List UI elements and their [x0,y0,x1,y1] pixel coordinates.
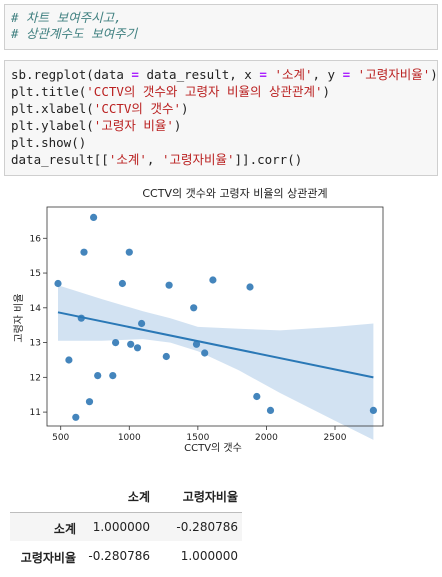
data-point [54,279,62,288]
code-token: plt.xlabel( [11,101,94,116]
row-label: 소계 [53,522,76,536]
data-point [94,372,102,380]
code-token: , [146,152,162,167]
comment-line-2: # 상관계수도 보여주기 [11,26,138,41]
data-point [246,283,254,291]
code-line-3: plt.xlabel('CCTV의 갯수') [11,101,189,117]
code-line-1: sb.regplot(data = data_result, x = '소계',… [11,67,438,83]
y-tick-label: 16 [30,234,42,244]
code-token: = [131,67,139,82]
data-point [72,413,80,421]
x-tick-label: 500 [52,433,69,443]
correlation-table: 소계 고령자비율 소계 1.000000 -0.280786 고령자비율 -0.… [10,484,242,576]
code-token: ) [173,118,182,133]
code-token: data_result, x [138,67,260,82]
row-label: 고령자비율 [20,551,76,565]
code-string: 'CCTV의 갯수' [93,101,181,116]
header-divider [10,512,242,513]
code-string: '소계' [274,67,313,82]
column-header: 소계 [127,490,150,504]
data-point [209,276,217,284]
data-point [133,344,142,352]
data-point [138,319,146,328]
data-point [118,279,126,288]
code-string: '고령자비율' [357,67,431,82]
confidence-band [58,285,374,440]
plot-frame [46,206,384,427]
data-point [162,352,170,361]
y-tick-label: 12 [30,373,41,383]
data-point [109,372,117,380]
x-tick-label: 2000 [255,433,278,443]
data-point [369,406,377,414]
code-token: ]].corr() [234,152,303,167]
code-line-2: plt.title('CCTV의 갯수와 고령자 비율의 상관관계') [11,84,330,100]
y-tick-label: 11 [30,408,41,418]
code-token: plt.title( [11,84,87,99]
code-token [350,67,358,82]
data-point [190,304,198,312]
table-cell: -0.280786 [88,549,150,563]
data-point [85,398,94,406]
code-token: ) [322,84,331,99]
column-header: 고령자비율 [182,490,238,504]
code-token: = [342,67,351,82]
data-point [192,340,201,348]
table-row: 소계 1.000000 -0.280786 [10,513,242,541]
regplot-chart: CCTV의 갯수와 고령자 비율의 상관관계 CCTV의 갯수 고령자 비율 5… [13,187,384,454]
code-token: ) [430,67,438,82]
data-point [125,248,133,256]
y-tick-label: 14 [30,304,42,314]
code-token: plt.ylabel( [11,118,94,133]
code-token: sb.regplot(data [11,67,132,82]
data-point [266,406,275,414]
x-axis-label: CCTV의 갯수 [184,442,242,454]
code-token: = [259,67,267,82]
chart-title: CCTV의 갯수와 고령자 비율의 상관관계 [142,187,327,200]
data-point [165,281,173,289]
table-cell: 1.000000 [92,520,150,534]
code-token: , y [312,67,343,82]
code-line-4: plt.ylabel('고령자 비율') [11,118,181,134]
x-tick-label: 2500 [324,433,347,443]
table-cell: -0.280786 [176,520,238,534]
table-row: 고령자비율 -0.280786 1.000000 [10,541,242,569]
code-token: plt.show() [11,135,87,150]
table-cell: 1.000000 [180,549,238,563]
code-token: data_result[[ [11,152,109,167]
x-tick-label: 1000 [118,433,141,443]
code-string: '소계' [108,152,147,167]
data-point [65,356,73,364]
data-point [80,248,88,256]
code-string: '고령자비율' [161,152,235,167]
data-point [90,213,98,221]
y-tick-label: 15 [30,269,41,279]
code-line-6: data_result[['소계', '고령자비율']].corr() [11,152,302,168]
comment-cell[interactable]: # 차트 보여주시고, # 상관계수도 보여주기 [4,4,438,50]
y-tick-label: 13 [30,339,41,349]
x-tick-label: 1500 [186,433,209,443]
data-point [112,339,120,347]
code-token: ) [180,101,189,116]
comment-line-1: # 차트 보여주시고, [11,10,122,25]
data-point [201,349,209,357]
code-string: 'CCTV의 갯수와 고령자 비율의 상관관계' [86,84,323,99]
code-cell[interactable]: sb.regplot(data = data_result, x = '소계',… [4,60,438,176]
data-point [253,392,261,401]
regression-line [57,311,374,379]
code-line-5: plt.show() [11,135,86,151]
code-string: '고령자 비율' [93,118,174,133]
data-point [127,340,135,348]
y-axis-label: 고령자 비율 [13,293,25,342]
